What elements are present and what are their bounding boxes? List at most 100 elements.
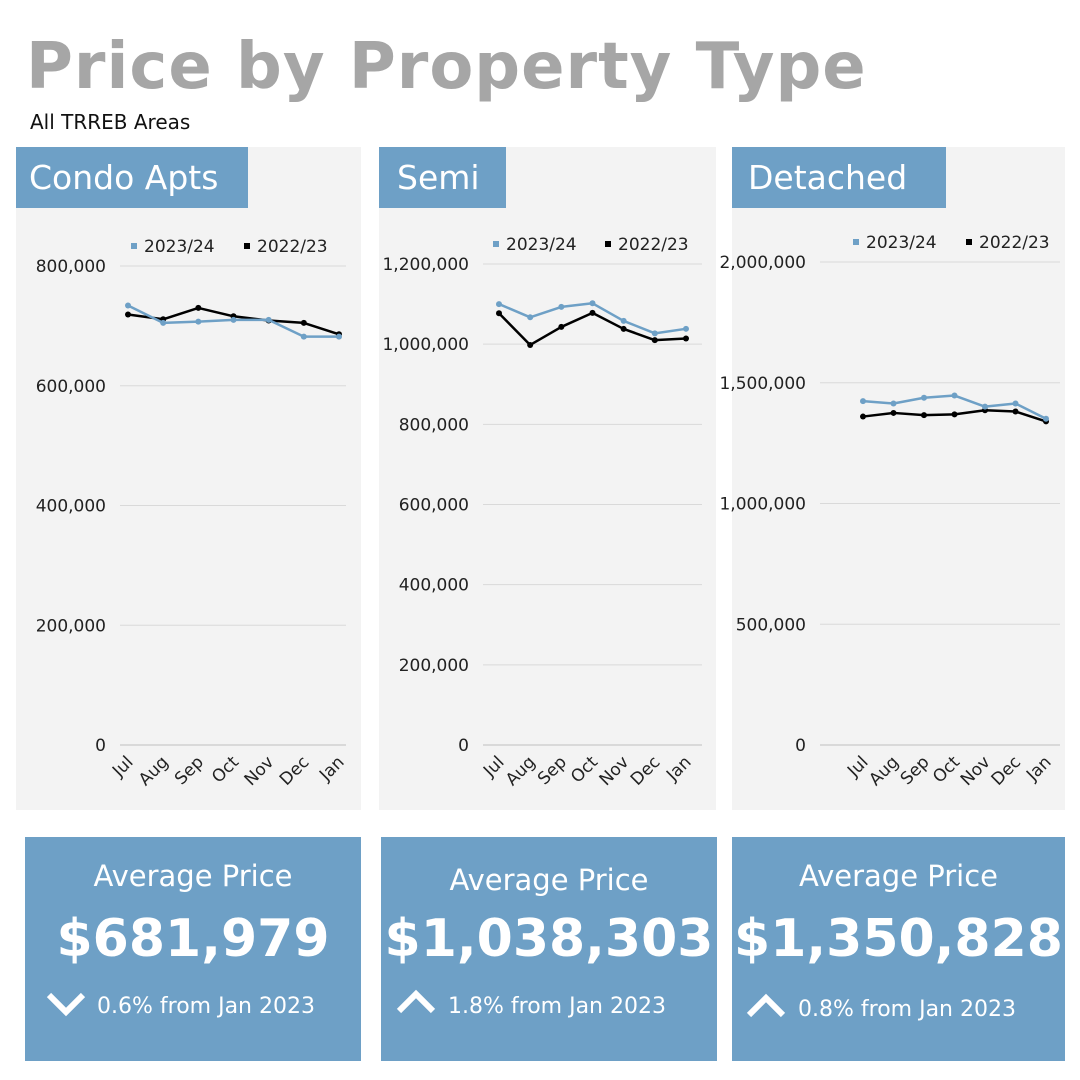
legend-label: 2023/24 — [506, 235, 577, 255]
chevron-down-icon — [46, 992, 86, 1017]
y-tick-label: 200,000 — [36, 616, 106, 636]
y-tick-label: 400,000 — [36, 497, 106, 517]
data-point — [921, 412, 927, 419]
y-tick-label: 400,000 — [399, 576, 469, 596]
panel-semi: 0 200,000 400,000 600,000 800,000 1,000,000 1,… — [379, 147, 716, 810]
data-point — [336, 333, 342, 340]
data-point — [951, 392, 958, 399]
data-point — [890, 409, 897, 416]
legend-label: 2022/23 — [618, 235, 689, 255]
data-point — [620, 317, 627, 324]
data-point — [951, 411, 958, 418]
card-label: Average Price — [798, 859, 999, 893]
data-point — [651, 330, 658, 337]
legend-label: 2022/23 — [257, 237, 328, 257]
average-price-card-semi: Average Price $1,038,303 1.8% from Jan 2… — [381, 837, 717, 1061]
y-tick-label: 200,000 — [399, 656, 469, 676]
x-tick-label: Nov — [596, 752, 634, 790]
data-point — [527, 314, 534, 321]
data-point — [300, 319, 307, 326]
data-point — [1012, 400, 1019, 407]
legend-label: 2023/24 — [144, 237, 215, 257]
card-value: $1,350,828 — [734, 909, 1063, 969]
x-tick-label: Jan — [662, 752, 695, 785]
data-point — [1043, 415, 1049, 422]
chevron-up-icon — [746, 993, 786, 1018]
x-tick-label: Jan — [315, 752, 348, 785]
legend-marker — [244, 243, 250, 249]
data-point — [558, 323, 565, 330]
data-point — [620, 325, 627, 332]
x-tick-label: Nov — [241, 752, 279, 790]
data-point — [230, 316, 237, 323]
series-line — [498, 302, 687, 335]
card-change: 1.8% from Jan 2023 — [448, 994, 666, 1019]
y-tick-label: 1,000,000 — [382, 335, 469, 355]
x-tick-label: Jan — [1022, 752, 1055, 785]
y-tick-label: 600,000 — [399, 496, 469, 516]
data-point — [651, 337, 658, 344]
average-price-card-detached: Average Price $1,350,828 0.8% from Jan 2… — [732, 837, 1065, 1061]
x-tick-label: Aug — [502, 752, 540, 790]
x-tick-label: Nov — [957, 752, 995, 790]
x-tick-label: Jul — [108, 752, 137, 781]
chart-semi: 0 200,000 400,000 600,000 800,000 1,000,000 1,… — [382, 235, 702, 790]
y-tick-label: 500,000 — [736, 615, 806, 635]
data-point — [589, 309, 596, 316]
panel-header-semi: Semi — [379, 147, 506, 208]
series-line — [498, 311, 687, 347]
x-tick-label: Oct — [567, 752, 602, 787]
card-label: Average Price — [449, 863, 649, 897]
legend-marker — [966, 239, 972, 245]
y-tick-label: 0 — [458, 736, 469, 756]
legend-marker — [853, 239, 859, 245]
panel-header-detached: Detached — [732, 147, 946, 208]
y-tick-label: 2,000,000 — [719, 253, 806, 273]
data-point — [982, 403, 988, 410]
y-tick-label: 0 — [795, 736, 806, 756]
x-tick-label: Dec — [627, 752, 664, 789]
card-change: 0.6% from Jan 2023 — [97, 994, 315, 1019]
x-tick-label: Oct — [929, 752, 964, 787]
y-tick-label: 600,000 — [36, 377, 106, 397]
y-tick-label: 0 — [95, 736, 106, 756]
data-point — [496, 301, 502, 308]
y-tick-label: 800,000 — [36, 257, 106, 277]
data-point — [589, 300, 596, 307]
legend-label: 2022/23 — [979, 233, 1050, 253]
card-label: Average Price — [93, 859, 293, 893]
data-point — [300, 333, 307, 340]
chevron-up-icon — [396, 989, 436, 1014]
data-point — [125, 302, 131, 309]
legend-marker — [493, 241, 499, 247]
data-point — [683, 325, 689, 332]
x-tick-label: Dec — [988, 752, 1025, 789]
x-tick-label: Aug — [865, 752, 903, 790]
data-point — [160, 319, 167, 326]
legend-marker — [131, 243, 137, 249]
y-tick-label: 1,000,000 — [719, 495, 806, 515]
x-tick-label: Sep — [534, 752, 571, 789]
y-tick-label: 1,500,000 — [719, 374, 806, 394]
data-point — [860, 398, 866, 405]
page-title: Price by Property Type — [26, 30, 867, 104]
data-point — [1012, 408, 1019, 415]
x-tick-label: Dec — [276, 752, 313, 789]
y-tick-label: 1,200,000 — [382, 255, 469, 275]
y-tick-label: 800,000 — [399, 415, 469, 435]
data-point — [683, 335, 689, 342]
data-point — [125, 311, 131, 318]
panel-condo-apts: 0 200,000 400,000 600,000 800,000 Jul Aug Sep Oc… — [16, 147, 361, 810]
data-point — [195, 318, 202, 325]
card-change: 0.8% from Jan 2023 — [798, 997, 1016, 1022]
page-subtitle: All TRREB Areas — [30, 110, 191, 134]
data-point — [860, 413, 866, 420]
chart-detached: 0500,0001,000,0001,500,0002,000,000JulAu… — [719, 233, 1060, 790]
data-point — [195, 304, 202, 311]
data-point — [921, 394, 927, 401]
x-tick-label: Sep — [171, 752, 208, 789]
panel-header-condo-apts: Condo Apts — [16, 147, 248, 208]
legend-label: 2023/24 — [866, 233, 937, 253]
x-tick-label: Aug — [135, 752, 173, 790]
